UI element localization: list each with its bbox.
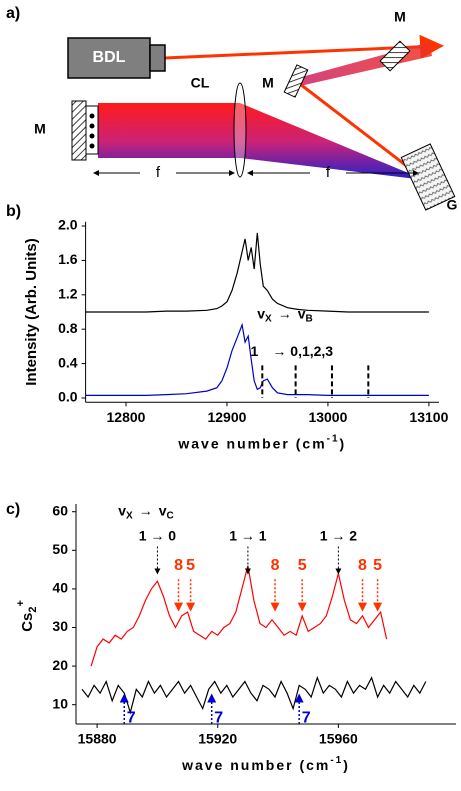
- y-tick-label: 1.6: [58, 251, 78, 267]
- label-part: ): [340, 435, 347, 451]
- isotope-label: 5: [298, 557, 307, 574]
- label-part: v: [298, 305, 306, 321]
- mirror: [379, 40, 411, 72]
- laser-box: [67, 37, 151, 79]
- y-tick-label: 50: [52, 541, 68, 557]
- label-part: →: [139, 502, 153, 518]
- y-tick-label: 40: [52, 580, 68, 596]
- y-tick-label: 30: [52, 618, 68, 634]
- isotope-label: 7: [127, 709, 136, 726]
- grating: [400, 143, 456, 211]
- label-part: C: [166, 510, 173, 521]
- lens-label: CL: [191, 75, 210, 91]
- spectrum: [85, 322, 429, 396]
- x-tick-label: 13100: [409, 409, 448, 425]
- mirror-label: M: [394, 9, 406, 25]
- isotope-label: 8: [271, 557, 280, 574]
- laser-nose: [149, 44, 166, 72]
- isotope-label: 7: [302, 709, 311, 726]
- mirror-mount: [85, 105, 99, 155]
- diagram: a) BDL M M CL M G f f: [6, 5, 458, 212]
- focal-label: f: [156, 164, 161, 181]
- label-part: v: [257, 305, 265, 321]
- label-part: 2: [27, 606, 39, 612]
- label: Cs2+: [15, 600, 39, 632]
- x-tick-label: 15960: [319, 731, 358, 747]
- x-tick-label: 12800: [107, 409, 146, 425]
- mirror-label: M: [34, 121, 46, 137]
- mirror: [71, 100, 87, 161]
- label: vX → vC: [118, 502, 174, 521]
- label-part: B: [306, 313, 313, 324]
- label-part: v: [118, 502, 126, 518]
- focal-label: f: [326, 164, 331, 181]
- isotope-label: 8: [174, 557, 183, 574]
- label-part: v: [159, 502, 167, 518]
- panel-label: c): [6, 501, 20, 518]
- isotope-label: 5: [186, 557, 195, 574]
- isotope-label: 7: [214, 709, 223, 726]
- isotope-label: 5: [373, 557, 382, 574]
- x-tick-label: 15920: [198, 731, 237, 747]
- label-part: ): [343, 757, 350, 773]
- label-part: wave number (cm: [181, 757, 330, 773]
- assignment: 1: [250, 343, 258, 359]
- transition-label: 1 → 0: [139, 528, 177, 544]
- transition-label: 1 → 1: [229, 528, 267, 544]
- y-tick-label: 10: [52, 695, 68, 711]
- y-tick-label: 0.4: [58, 354, 78, 370]
- y-tick-label: 0.8: [58, 320, 78, 336]
- label-part: Cs: [19, 613, 36, 632]
- isotope-label: 8: [358, 557, 367, 574]
- label-part: X: [265, 313, 272, 324]
- y-tick-label: 20: [52, 657, 68, 673]
- y-tick-label: 1.2: [58, 286, 78, 302]
- assignment: → 0,1,2,3: [272, 343, 333, 359]
- label: wave number (cm-1): [177, 433, 346, 451]
- transition-label: 1 → 2: [320, 528, 358, 544]
- label-part: →: [278, 305, 292, 321]
- spectrum: [81, 675, 427, 715]
- x-tick-label: 13000: [308, 409, 347, 425]
- y-tick-label: 0.0: [58, 389, 78, 405]
- y-tick-label: 2.0: [58, 217, 78, 233]
- grating-label: G: [447, 197, 458, 213]
- label: vX → vB: [257, 305, 313, 324]
- label-part: X: [126, 510, 133, 521]
- label-part: wave number (cm: [177, 435, 326, 451]
- y-axis-label: Intensity (Arb. Units): [23, 238, 40, 386]
- panel-label: b): [6, 203, 21, 220]
- mirror: [283, 64, 309, 98]
- x-tick-label: 15880: [78, 731, 117, 747]
- label-part: -1: [327, 433, 340, 444]
- panel-label: a): [6, 5, 20, 22]
- y-tick-label: 60: [52, 502, 68, 518]
- expanded-beam: [98, 103, 425, 180]
- lens: [233, 82, 247, 178]
- spectrum: [85, 232, 429, 313]
- label-part: -1: [330, 755, 343, 766]
- label: wave number (cm-1): [181, 755, 350, 773]
- x-tick-label: 12900: [207, 409, 246, 425]
- spectrum: [90, 565, 388, 667]
- laser-label: BDL: [93, 49, 126, 66]
- label-part: +: [15, 600, 27, 606]
- mirror-label: M: [262, 75, 274, 91]
